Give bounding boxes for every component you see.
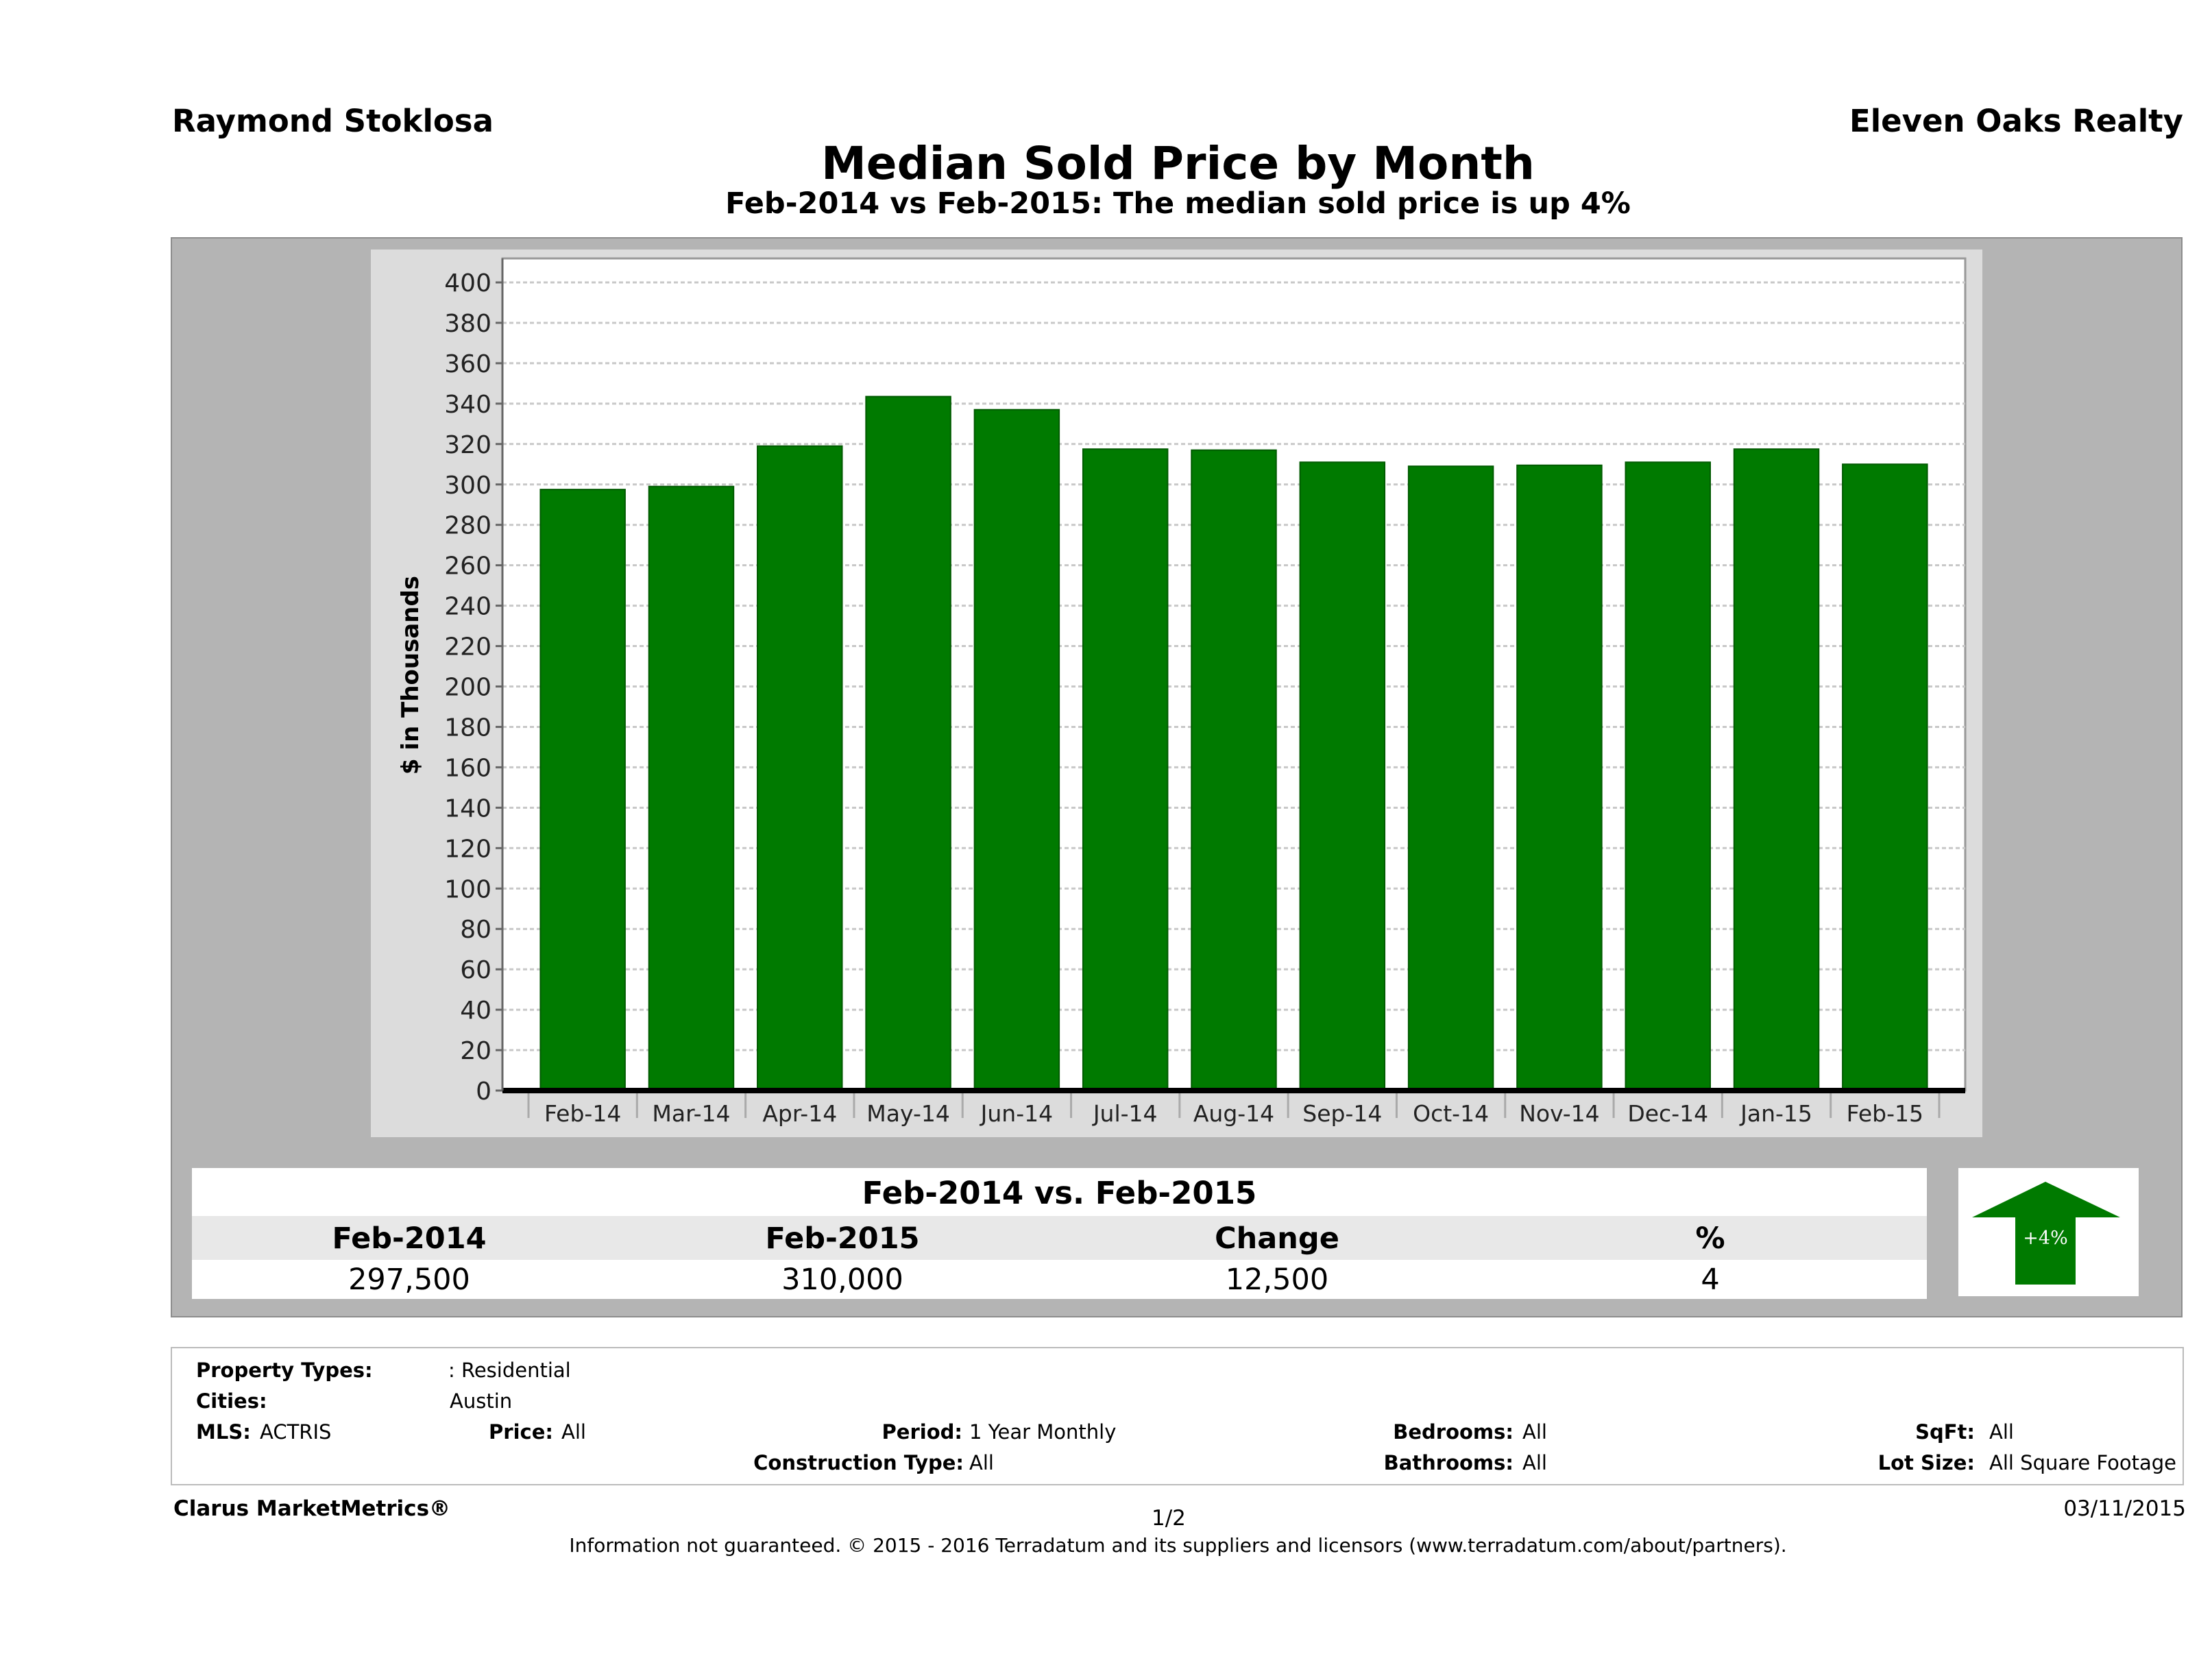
price-value: All	[561, 1420, 586, 1444]
bar-Jan-15	[1733, 448, 1820, 1091]
y-tick-label: 300	[444, 472, 491, 500]
x-tick-label: Oct-14	[1413, 1100, 1489, 1127]
x-tick-label: Jul-14	[1092, 1100, 1158, 1127]
x-tick-label: Sep-14	[1302, 1100, 1382, 1127]
period-value: 1 Year Monthly	[969, 1420, 1117, 1444]
summary-value-row: 297,500 310,000 12,500 4	[192, 1260, 1927, 1299]
period-label: Period:	[882, 1420, 962, 1444]
x-tick-label: Jun-14	[980, 1100, 1053, 1127]
col-header-start: Feb-2014	[332, 1221, 487, 1256]
y-tick-label: 140	[444, 794, 491, 823]
y-tick-label: 240	[444, 593, 491, 621]
filters-box	[171, 1347, 2184, 1485]
property-types-value: : Residential	[448, 1359, 571, 1382]
value-percent: 4	[1701, 1263, 1720, 1297]
property-types-label: Property Types:	[196, 1359, 373, 1382]
y-tick-label: 100	[444, 875, 491, 903]
bathrooms-label: Bathrooms:	[1383, 1451, 1514, 1474]
value-start: 297,500	[348, 1263, 470, 1297]
construction-label: Construction Type:	[753, 1451, 964, 1474]
x-tick-label: Mar-14	[652, 1100, 730, 1127]
bedrooms-value: All	[1522, 1420, 1547, 1444]
change-badge: +4%	[1958, 1168, 2139, 1296]
y-tick-label: 40	[460, 997, 491, 1025]
chart-subtitle: Feb-2014 vs Feb-2015: The median sold pr…	[725, 186, 1631, 221]
y-tick-label: 280	[444, 512, 491, 540]
y-tick-label: 60	[460, 956, 491, 984]
badge-text: +4%	[2023, 1228, 2067, 1249]
bar-May-14	[865, 396, 951, 1091]
x-tick-label: Nov-14	[1519, 1100, 1599, 1127]
page-number: 1/2	[1152, 1506, 1186, 1531]
construction-value: All	[969, 1451, 994, 1474]
cities-label: Cities:	[196, 1389, 267, 1413]
x-tick-label: Dec-14	[1627, 1100, 1708, 1127]
y-tick-label: 200	[444, 674, 491, 702]
value-change: 12,500	[1225, 1263, 1329, 1297]
col-header-percent: %	[1695, 1221, 1725, 1256]
summary-heading: Feb-2014 vs. Feb-2015	[862, 1175, 1257, 1211]
summary-heading-row: Feb-2014 vs. Feb-2015	[192, 1168, 1927, 1216]
col-header-end: Feb-2015	[765, 1221, 920, 1256]
chart-title: Median Sold Price by Month	[821, 137, 1535, 190]
cities-value: Austin	[450, 1389, 513, 1413]
y-tick-label: 80	[460, 916, 491, 944]
col-header-change: Change	[1215, 1221, 1339, 1256]
x-tick-label: May-14	[866, 1100, 950, 1127]
y-tick-label: 340	[444, 391, 491, 419]
footer-brand: Clarus MarketMetrics®	[173, 1496, 451, 1521]
mls-value: ACTRIS	[260, 1420, 332, 1444]
lot-size-value: All Square Footage	[1989, 1451, 2177, 1474]
bathrooms-value: All	[1522, 1451, 1547, 1474]
y-tick-label: 360	[444, 350, 491, 378]
up-arrow-icon: +4%	[1972, 1182, 2120, 1285]
y-tick-label: 380	[444, 310, 491, 338]
agent-name: Raymond Stoklosa	[172, 103, 494, 139]
x-tick-label: Jan-15	[1739, 1100, 1812, 1127]
bar-Jun-14	[973, 409, 1060, 1091]
y-tick-label: 120	[444, 835, 491, 863]
bar-Jul-14	[1082, 448, 1169, 1091]
x-tick-label: Feb-15	[1847, 1100, 1923, 1127]
price-label: Price:	[489, 1420, 553, 1444]
y-tick-label: 400	[444, 269, 491, 297]
sqft-value: All	[1989, 1420, 2014, 1444]
x-tick-label: Aug-14	[1193, 1100, 1274, 1127]
value-end: 310,000	[781, 1263, 903, 1297]
report-date: 03/11/2015	[2063, 1496, 2186, 1521]
y-tick-label: 220	[444, 633, 491, 661]
bar-Dec-14	[1625, 461, 1711, 1091]
lot-size-label: Lot Size:	[1877, 1451, 1975, 1474]
bar-Nov-14	[1516, 464, 1603, 1091]
bar-Aug-14	[1191, 449, 1277, 1091]
x-tick-label: Apr-14	[762, 1100, 837, 1127]
x-tick-label: Feb-14	[544, 1100, 621, 1127]
company-name: Eleven Oaks Realty	[1849, 103, 2183, 139]
mls-label: MLS:	[196, 1420, 251, 1444]
bar-Oct-14	[1407, 465, 1494, 1091]
bar-Sep-14	[1299, 461, 1386, 1091]
bedrooms-label: Bedrooms:	[1393, 1420, 1514, 1444]
sqft-label: SqFt:	[1915, 1420, 1975, 1444]
y-tick-label: 0	[476, 1078, 491, 1106]
y-tick-label: 180	[444, 714, 491, 742]
y-tick-label: 160	[444, 754, 491, 782]
summary-header-row: Feb-2014 Feb-2015 Change %	[192, 1216, 1927, 1260]
bar-Mar-14	[648, 485, 735, 1091]
y-tick-label: 320	[444, 431, 491, 459]
disclaimer: Information not guaranteed. © 2015 - 201…	[569, 1534, 1787, 1557]
y-tick-label: 260	[444, 552, 491, 581]
bar-Feb-14	[539, 489, 626, 1091]
y-tick-label: 20	[460, 1037, 491, 1065]
y-axis-label: $ in Thousands	[397, 576, 424, 775]
bar-Feb-15	[1842, 463, 1928, 1091]
bar-Apr-14	[757, 445, 843, 1091]
